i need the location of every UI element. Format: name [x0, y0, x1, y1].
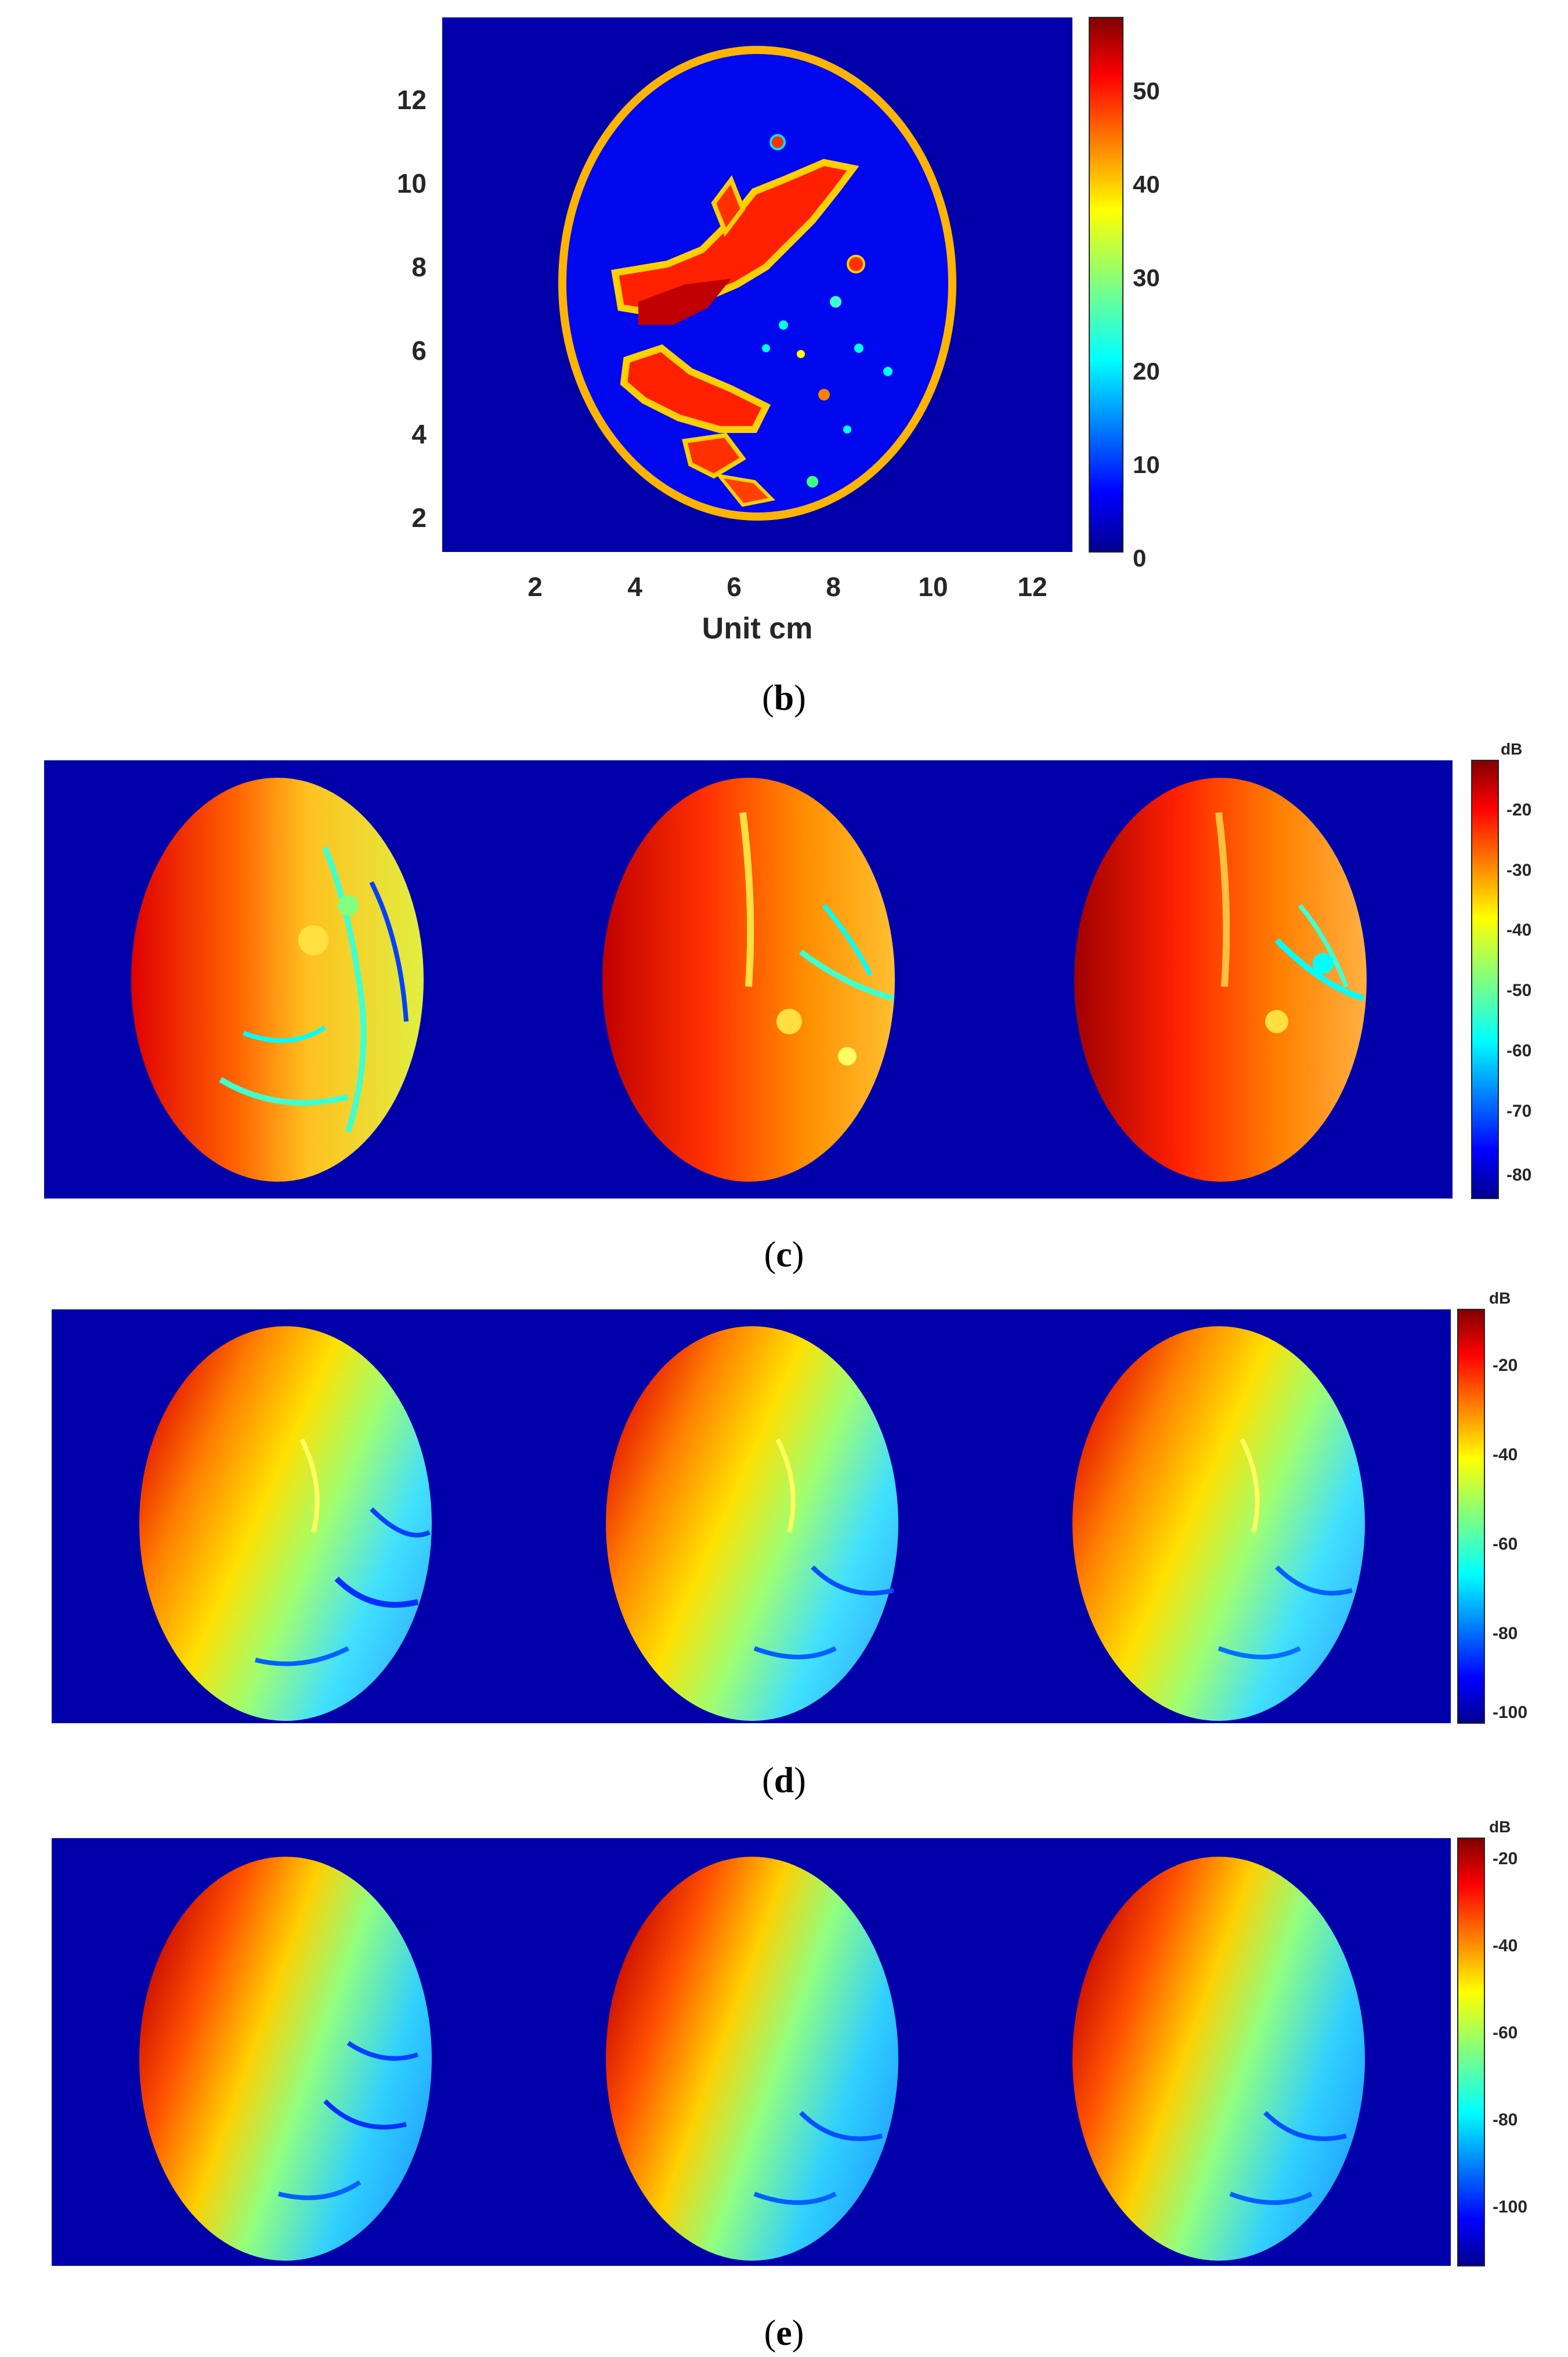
- panel-d-caption-letter: d: [774, 1761, 794, 1800]
- panel-e-colorbar: [1457, 1838, 1485, 2266]
- panel-c-cbar-tick: -30: [1506, 861, 1531, 880]
- panel-e-image-3: [1072, 1857, 1365, 2261]
- panel-b-caption-letter: b: [774, 678, 794, 718]
- panel-e-cbar-tick: -60: [1493, 2023, 1518, 2042]
- panel-b-x-tick: 8: [826, 572, 841, 602]
- panel-d-cbar-tick: -40: [1493, 1445, 1518, 1464]
- panel-c-colorbar-unit: dB: [1501, 740, 1522, 758]
- panel-c-image-2: [602, 778, 895, 1182]
- panel-b-x-tick: 6: [727, 572, 742, 602]
- panel-c-colorbar-ticks: -20 -30 -40 -50 -60 -70 -80: [1506, 800, 1531, 1185]
- panel-e-image-2: [606, 1857, 898, 2261]
- panel-d: dB -20 -40 -60 -80 -100 (d): [52, 1289, 1527, 1800]
- panel-d-image-1: [139, 1326, 432, 1721]
- panel-d-cbar-tick: -80: [1493, 1624, 1518, 1643]
- panel-d-cbar-tick: -100: [1493, 1703, 1527, 1722]
- panel-d-colorbar-ticks: -20 -40 -60 -80 -100: [1493, 1356, 1527, 1722]
- panel-b-y-tick: 12: [397, 85, 427, 115]
- panel-e-colorbar-ticks: -20 -40 -60 -80 -100: [1493, 1849, 1527, 2217]
- panel-c: dB -20 -30 -40 -50 -60 -70 -80 (c): [44, 740, 1531, 1275]
- panel-d-colorbar-unit: dB: [1489, 1289, 1511, 1307]
- panel-b-x-tick: 10: [918, 572, 948, 602]
- panel-d-caption: (d): [762, 1761, 806, 1800]
- panel-b-cbar-tick: 40: [1133, 171, 1160, 198]
- panel-b-y-tick: 8: [411, 252, 427, 282]
- panel-d-colorbar: [1457, 1309, 1485, 1724]
- panel-b-caption: (b): [762, 678, 806, 718]
- panel-b-y-ticks: 12 10 8 6 4 2: [397, 85, 427, 533]
- panel-c-colorbar: [1471, 760, 1499, 1199]
- panel-e-cbar-tick: -40: [1493, 1936, 1518, 1955]
- panel-c-caption: (c): [764, 1235, 804, 1275]
- panel-c-cbar-tick: -60: [1506, 1041, 1531, 1060]
- panel-b-y-tick: 6: [411, 335, 427, 366]
- panel-b-x-tick: 2: [528, 572, 543, 602]
- panel-c-cbar-tick: -20: [1506, 800, 1531, 820]
- panel-c-cbar-tick: -80: [1506, 1165, 1531, 1185]
- panel-e-caption-letter: e: [776, 2313, 792, 2353]
- panel-b-cbar-tick: 20: [1133, 358, 1160, 385]
- panel-b-colorbar: [1089, 17, 1123, 553]
- panel-e-cbar-tick: -100: [1493, 2197, 1527, 2217]
- panel-e-image-1: [139, 1857, 432, 2261]
- panel-c-cbar-tick: -70: [1506, 1102, 1531, 1121]
- panel-e-cbar-tick: -80: [1493, 2110, 1518, 2129]
- panel-b-cbar-tick: 0: [1133, 544, 1146, 572]
- panel-b-y-tick: 2: [411, 503, 427, 533]
- panel-c-cbar-tick: -40: [1506, 921, 1531, 940]
- panel-b-cbar-tick: 30: [1133, 264, 1160, 291]
- panel-e: dB -20 -40 -60 -80 -100 (e): [52, 1818, 1527, 2353]
- panel-c-image-1: [131, 778, 424, 1182]
- panel-b-cbar-tick: 50: [1133, 77, 1160, 104]
- panel-b-colorbar-ticks: 50 40 30 20 10 0: [1133, 77, 1160, 572]
- panel-b-y-tick: 10: [397, 168, 427, 198]
- panel-b-x-tick: 12: [1017, 572, 1047, 602]
- panel-b-x-ticks: 2 4 6 8 10 12: [528, 572, 1047, 602]
- panel-d-image-2: [606, 1326, 898, 1721]
- panel-b-cbar-tick: 10: [1133, 451, 1160, 478]
- panel-d-image-3: [1072, 1326, 1365, 1721]
- panel-d-cbar-tick: -20: [1493, 1356, 1518, 1375]
- panel-c-image-3: [1074, 778, 1367, 1182]
- panel-b-x-tick: 4: [627, 572, 642, 602]
- panel-e-caption: (e): [764, 2313, 804, 2353]
- panel-c-cbar-tick: -50: [1506, 981, 1531, 1000]
- panel-e-cbar-tick: -20: [1493, 1849, 1518, 1868]
- panel-b-activity-regions: [611, 134, 893, 507]
- panel-c-caption-letter: c: [776, 1235, 792, 1275]
- panel-b: 50 40 30 20 10 0 12 10 8 6 4 2 2 4 6 8 1…: [397, 17, 1160, 718]
- panel-b-y-tick: 4: [411, 419, 427, 449]
- panel-d-cbar-tick: -60: [1493, 1535, 1518, 1554]
- panel-e-colorbar-unit: dB: [1489, 1818, 1511, 1836]
- panel-b-x-axis-label: Unit cm: [702, 612, 813, 645]
